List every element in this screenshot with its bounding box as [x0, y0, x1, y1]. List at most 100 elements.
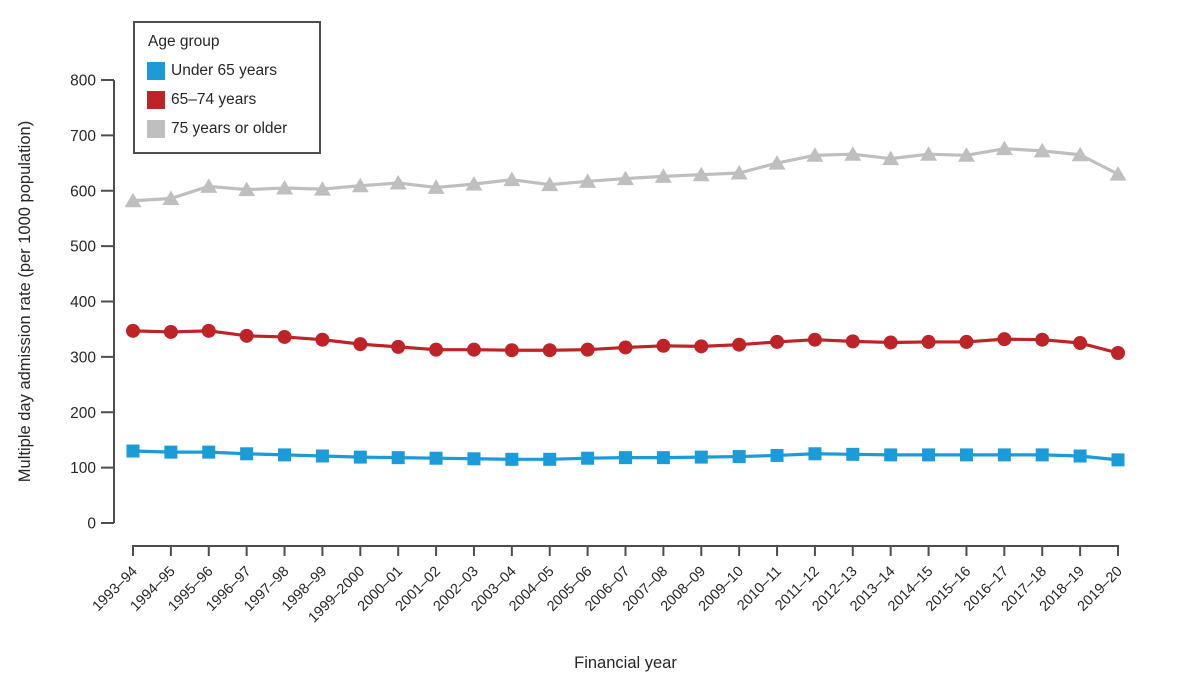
circle-marker — [391, 339, 406, 354]
square-marker — [997, 448, 1011, 462]
legend-item-under-65: Under 65 years — [147, 62, 307, 80]
circle-marker — [883, 335, 898, 350]
legend-swatch-75-older — [147, 120, 165, 138]
circle-marker — [921, 334, 936, 349]
square-marker — [1111, 453, 1125, 467]
circle-marker — [201, 323, 216, 338]
circle-marker — [163, 324, 178, 339]
circle-marker — [429, 342, 444, 357]
square-marker — [315, 449, 329, 463]
legend-swatch-under-65 — [147, 62, 165, 80]
triangle-marker — [920, 146, 938, 161]
triangle-marker — [844, 146, 862, 161]
circle-marker — [845, 334, 860, 349]
triangle-marker — [503, 171, 521, 187]
triangle-marker — [389, 174, 407, 190]
triangle-marker — [730, 165, 748, 180]
legend-label-75-older: 75 years or older — [171, 120, 288, 137]
circle-marker — [277, 329, 292, 344]
circle-marker — [1111, 345, 1125, 360]
triangle-marker — [995, 140, 1013, 156]
legend-label-under-65: Under 65 years — [171, 62, 277, 79]
triangle-marker — [1071, 146, 1089, 162]
triangle-marker — [768, 155, 786, 170]
legend-label-65-74: 65–74 years — [171, 91, 257, 108]
square-marker — [391, 451, 405, 465]
x-axis-title: Financial year — [574, 654, 677, 672]
circle-marker — [807, 332, 822, 347]
square-marker — [922, 448, 936, 462]
square-marker — [770, 448, 784, 462]
square-marker — [164, 445, 178, 459]
legend-swatch-65-74 — [147, 91, 165, 109]
circle-marker — [656, 338, 671, 353]
circle-marker — [504, 343, 519, 358]
square-marker — [278, 448, 292, 462]
square-marker — [581, 451, 595, 465]
circle-marker — [959, 334, 974, 349]
y-tick-label: 600 — [70, 183, 96, 200]
triangle-marker — [654, 168, 672, 183]
square-marker — [429, 451, 443, 465]
circle-marker — [542, 343, 557, 358]
square-marker — [808, 447, 822, 461]
circle-marker — [1035, 332, 1050, 347]
triangle-marker — [238, 181, 256, 197]
y-tick-label: 500 — [70, 239, 96, 256]
legend-item-75-older: 75 years or older — [147, 120, 307, 138]
triangle-marker — [692, 166, 710, 182]
square-marker — [240, 447, 254, 461]
y-tick-label: 700 — [70, 128, 96, 145]
triangle-marker — [579, 173, 597, 188]
triangle-marker — [465, 176, 483, 191]
triangle-marker — [957, 147, 975, 162]
square-marker — [846, 447, 860, 461]
legend-title: Age group — [148, 33, 220, 50]
triangle-marker — [124, 192, 142, 208]
triangle-marker — [617, 170, 634, 186]
y-tick-label: 200 — [70, 405, 96, 422]
circle-marker — [353, 337, 368, 352]
triangle-marker — [276, 179, 294, 195]
square-marker — [126, 444, 140, 458]
circle-marker — [997, 332, 1012, 347]
square-marker — [884, 448, 898, 462]
square-marker — [505, 452, 519, 466]
square-marker — [202, 445, 216, 459]
triangle-marker — [1109, 166, 1127, 181]
y-tick-label: 800 — [70, 73, 96, 90]
triangle-marker — [313, 181, 331, 196]
circle-marker — [618, 340, 633, 355]
y-tick-label: 0 — [87, 516, 96, 533]
y-tick-label: 400 — [70, 294, 96, 311]
square-marker — [656, 451, 670, 465]
triangle-marker — [541, 176, 559, 192]
square-marker — [543, 452, 557, 466]
circle-marker — [770, 334, 785, 349]
square-marker — [732, 450, 746, 464]
circle-marker — [1073, 336, 1088, 351]
triangle-marker — [200, 178, 218, 193]
square-marker — [1035, 448, 1049, 462]
circle-marker — [315, 332, 330, 347]
y-tick-label: 100 — [70, 460, 96, 477]
circle-marker — [694, 339, 709, 354]
circle-marker — [580, 342, 595, 357]
square-marker — [1073, 449, 1087, 463]
legend: Age group Under 65 years 65–74 years 75 … — [133, 21, 321, 154]
y-axis-title: Multiple day admission rate (per 1000 po… — [16, 121, 34, 482]
circle-marker — [126, 323, 140, 338]
triangle-marker — [1033, 142, 1051, 158]
y-tick-label: 300 — [70, 349, 96, 366]
legend-item-65-74: 65–74 years — [147, 91, 307, 109]
circle-marker — [732, 337, 747, 352]
square-marker — [353, 450, 367, 464]
circle-marker — [239, 328, 254, 343]
square-marker — [959, 448, 973, 462]
circle-marker — [466, 342, 481, 357]
triangle-marker — [162, 190, 180, 206]
square-marker — [694, 450, 708, 464]
triangle-marker — [882, 150, 900, 166]
